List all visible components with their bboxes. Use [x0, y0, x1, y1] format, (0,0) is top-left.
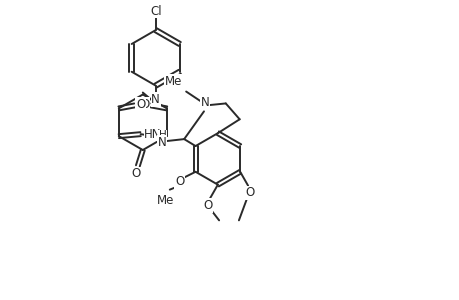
Text: H: H: [158, 130, 166, 140]
Text: O: O: [136, 98, 145, 111]
Text: O: O: [203, 199, 212, 212]
Text: Cl: Cl: [150, 5, 161, 18]
Text: N: N: [157, 136, 167, 148]
Text: HN: HN: [144, 128, 162, 141]
Text: N: N: [151, 93, 160, 106]
Text: O: O: [140, 98, 149, 111]
Text: N: N: [200, 96, 209, 109]
Text: O: O: [131, 167, 140, 180]
Text: Me: Me: [157, 194, 174, 207]
Text: Me: Me: [164, 75, 182, 88]
Text: O: O: [175, 175, 184, 188]
Text: O: O: [245, 186, 254, 199]
